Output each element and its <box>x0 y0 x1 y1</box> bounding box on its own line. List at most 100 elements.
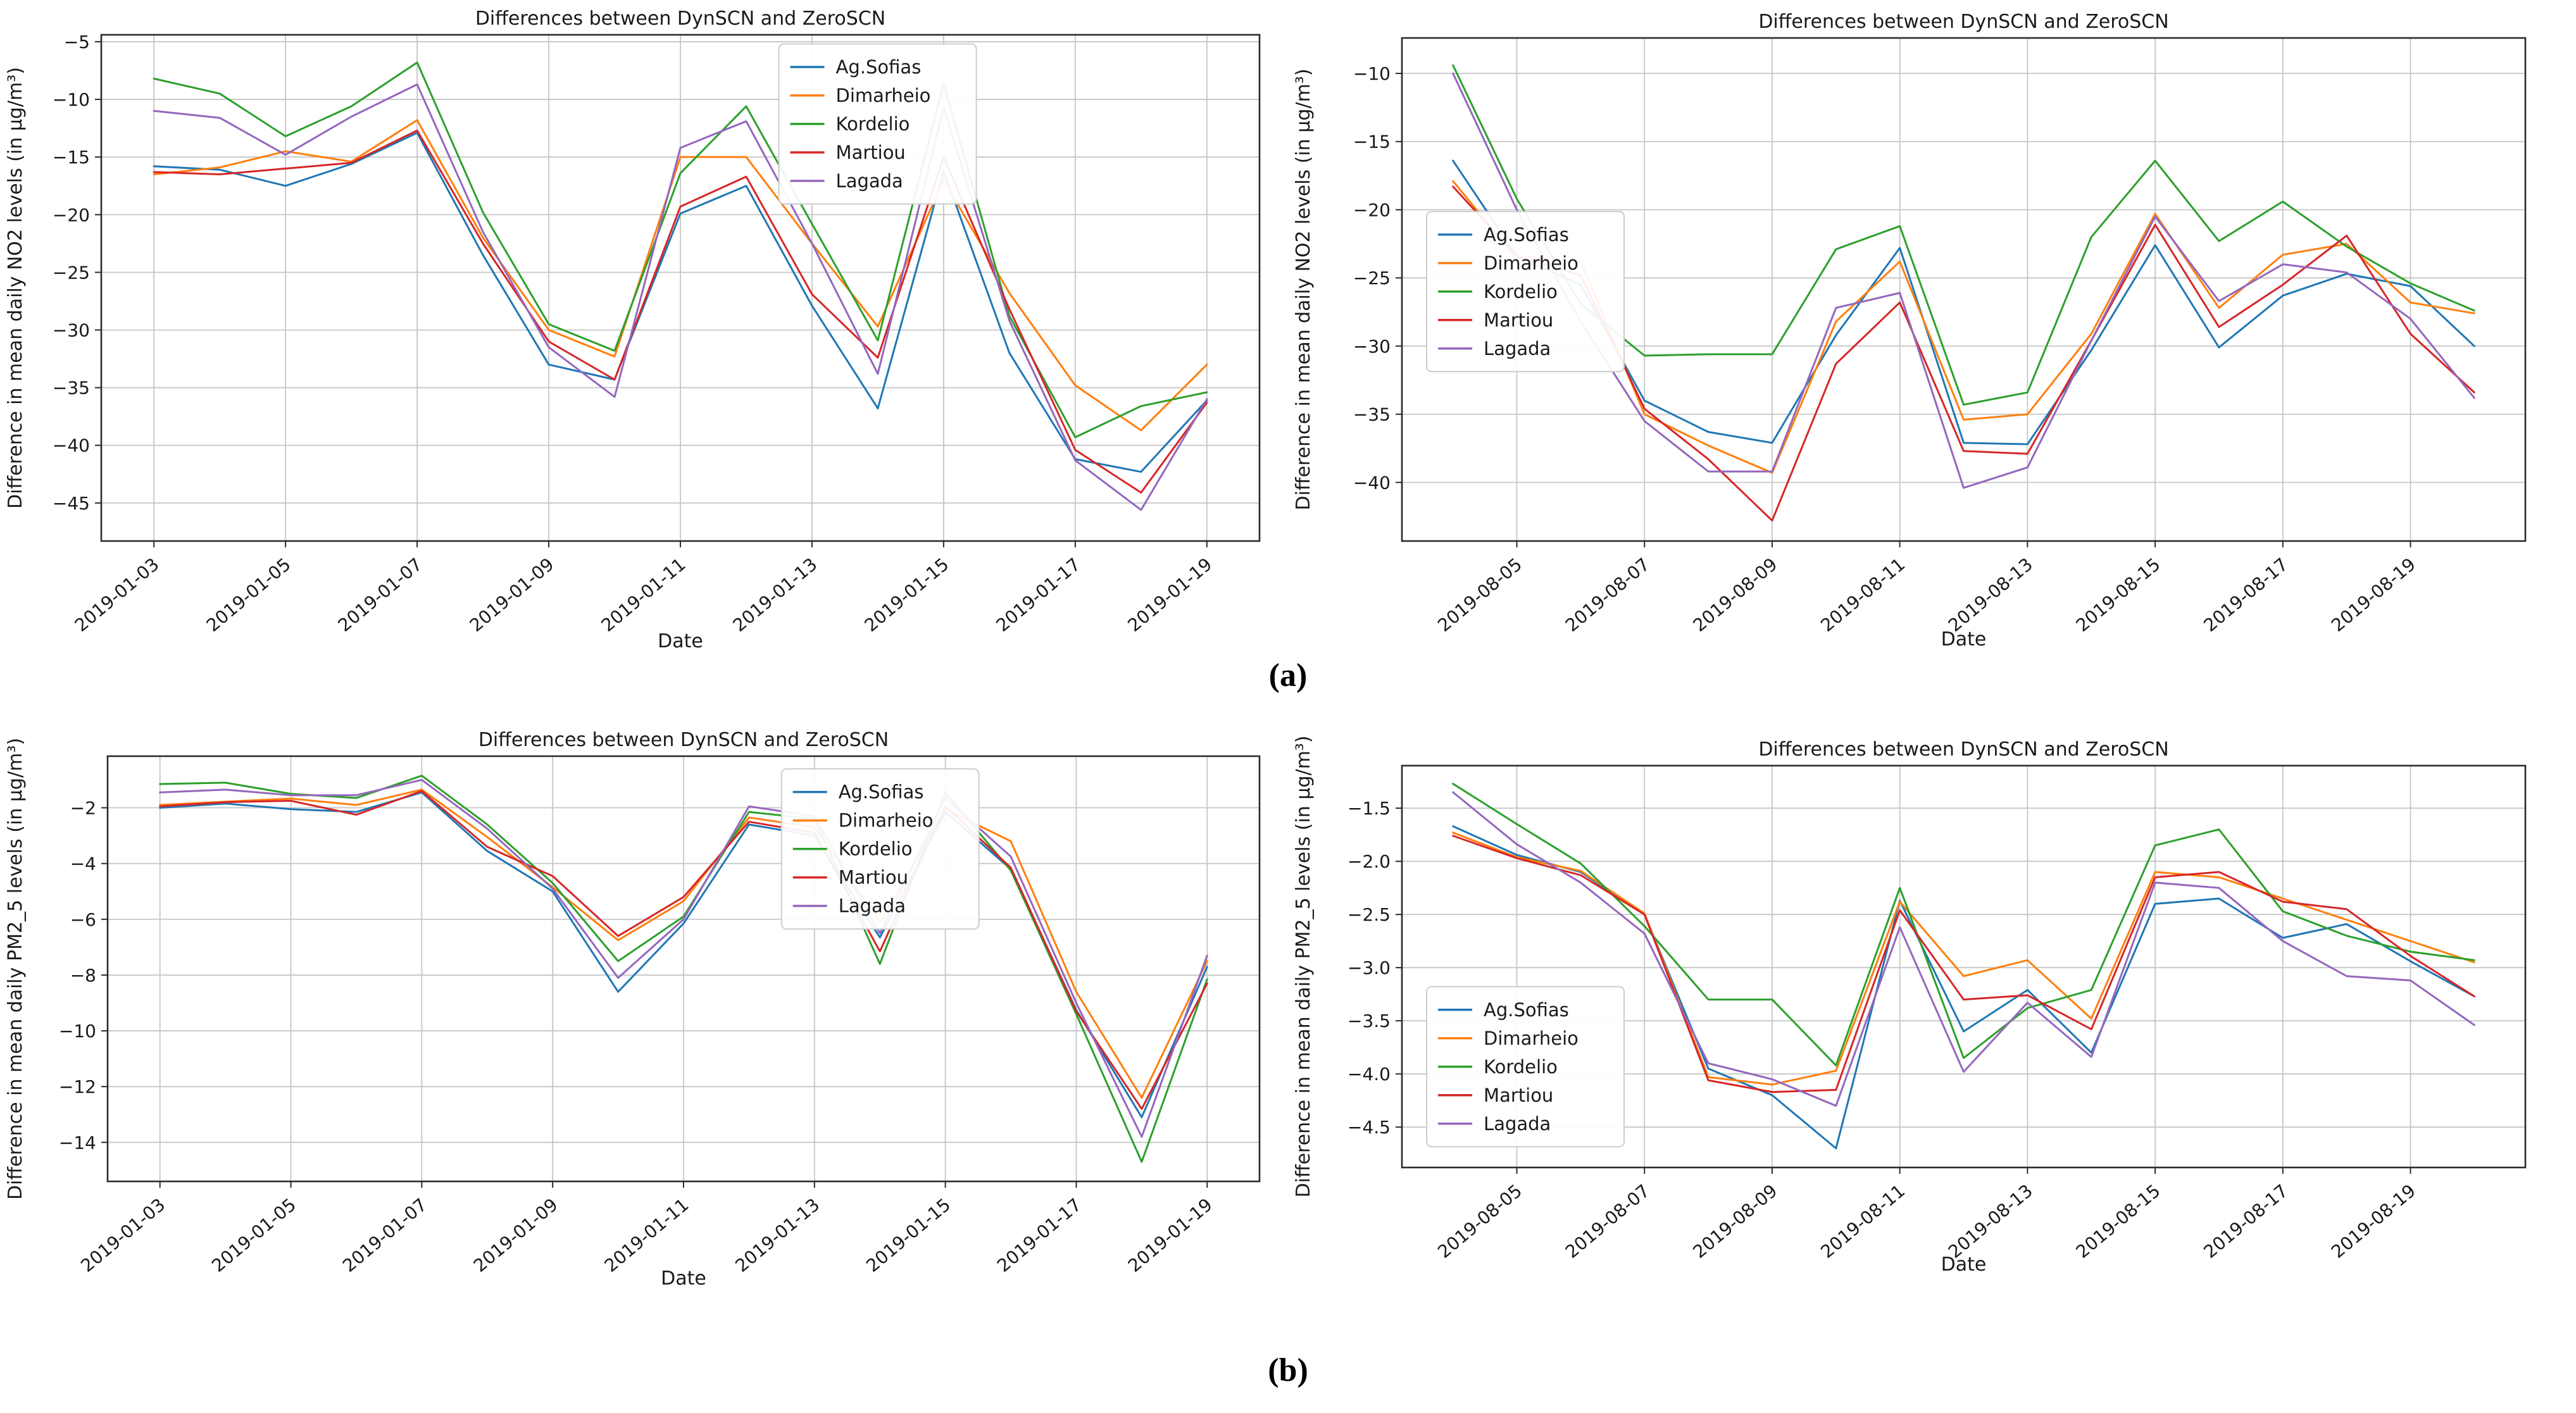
x-tick-label: 2019-01-17 <box>992 554 1084 636</box>
y-tick-labels: −10 −15 −20 −25 −30 −35 −40 <box>1353 63 1391 493</box>
y-tick-label: −30 <box>1353 336 1391 357</box>
legend-label-dimarheio: Dimarheio <box>1484 1028 1579 1049</box>
x-tick-label: 2019-01-11 <box>601 1194 693 1276</box>
x-tick-label: 2019-01-15 <box>862 1194 954 1276</box>
y-tick-label: −2.5 <box>1347 904 1391 925</box>
x-tick-label: 2019-08-07 <box>1561 554 1654 636</box>
x-axis-label: Date <box>661 1267 706 1290</box>
y-tick-label: −6 <box>70 909 96 930</box>
legend-label-kordelio: Kordelio <box>1484 281 1558 302</box>
legend-label-kordelio: Kordelio <box>836 113 910 135</box>
tick-marks <box>101 807 1208 1188</box>
legend-label-lagada: Lagada <box>1484 1113 1551 1135</box>
y-tick-label: −4.5 <box>1347 1117 1391 1138</box>
legend-label-lagada: Lagada <box>1484 338 1551 359</box>
tick-marks <box>95 40 1208 547</box>
legend-label-martiou: Martiou <box>1484 309 1553 331</box>
y-tick-label: −5 <box>64 32 90 53</box>
series-line-lagada <box>153 83 1208 511</box>
y-tick-label: −10 <box>59 1021 96 1042</box>
y-tick-label: −40 <box>1353 472 1391 493</box>
y-tick-label: −3.5 <box>1347 1011 1391 1031</box>
x-tick-label: 2019-08-13 <box>1944 554 2037 636</box>
y-axis-label: Difference in mean daily PM2_5 levels (i… <box>1292 735 1315 1197</box>
x-tick-labels: 2019-01-03 2019-01-05 2019-01-07 2019-01-09… <box>71 554 1216 636</box>
caption-a: (a) <box>1268 657 1308 694</box>
x-tick-label: 2019-08-11 <box>1816 1180 1909 1262</box>
y-tick-label: −20 <box>53 204 90 225</box>
series-line-dimarheio <box>159 788 1208 1099</box>
y-tick-label: −2 <box>70 798 96 819</box>
legend-label-ag-sofias: Ag.Sofias <box>839 781 924 803</box>
x-tick-label: 2019-08-15 <box>2072 554 2165 636</box>
gridlines <box>108 756 1260 1181</box>
x-tick-label: 2019-08-09 <box>1689 1180 1782 1262</box>
y-tick-label: −12 <box>59 1076 96 1097</box>
x-tick-label: 2019-08-19 <box>2327 1180 2420 1262</box>
legend-label-martiou: Martiou <box>1484 1085 1553 1106</box>
y-tick-label: −4 <box>70 854 96 875</box>
legend-label-ag-sofias: Ag.Sofias <box>1484 224 1569 246</box>
x-tick-label: 2019-08-17 <box>2199 554 2292 636</box>
x-tick-label: 2019-01-19 <box>1123 554 1216 636</box>
x-tick-label: 2019-08-11 <box>1816 554 1909 636</box>
y-axis-label: Difference in mean daily NO2 levels (in … <box>1292 68 1315 510</box>
y-tick-label: −25 <box>53 262 90 283</box>
y-tick-label: −45 <box>53 493 90 514</box>
x-tick-label: 2019-08-15 <box>2072 1180 2165 1262</box>
legend-label-dimarheio: Dimarheio <box>836 85 931 106</box>
legend-label-ag-sofias: Ag.Sofias <box>836 56 922 78</box>
legend-box <box>778 43 977 205</box>
x-tick-label: 2019-01-07 <box>334 554 427 636</box>
y-tick-label: −15 <box>53 147 90 168</box>
x-tick-label: 2019-01-09 <box>466 554 558 636</box>
x-tick-label: 2019-01-11 <box>597 554 690 636</box>
legend-label-dimarheio: Dimarheio <box>1484 252 1579 274</box>
series-line-martiou <box>1452 835 2475 1093</box>
x-tick-label: 2019-01-05 <box>203 554 295 636</box>
y-tick-label: −3.0 <box>1347 957 1391 978</box>
chart-no2-august: −10 −15 −20 −25 −30 −35 −40 2019-08-05 2019-08-0… <box>1288 0 2576 696</box>
y-tick-label: −2.0 <box>1347 851 1391 872</box>
x-tick-labels: 2019-01-03 2019-01-05 2019-01-07 2019-01-09… <box>77 1194 1216 1276</box>
series-line-lagada <box>1452 791 2475 1107</box>
x-tick-label: 2019-01-13 <box>729 554 822 636</box>
y-tick-label: −8 <box>70 965 96 986</box>
x-tick-label: 2019-08-19 <box>2327 554 2420 636</box>
series-line-dimarheio <box>1452 831 2475 1086</box>
series-line-kordelio <box>1452 783 2475 1067</box>
y-tick-label: −15 <box>1353 132 1391 153</box>
legend: Ag.Sofias Dimarheio Kordelio Martiou Lagada <box>778 43 977 205</box>
legend-label-martiou: Martiou <box>839 867 908 888</box>
y-axis-label: Difference in mean daily PM2_5 levels (i… <box>4 738 27 1200</box>
y-tick-label: −25 <box>1353 268 1391 289</box>
x-tick-label: 2019-01-09 <box>470 1194 562 1276</box>
chart-pm25-august: −1.5 −2.0 −2.5 −3.0 −3.5 −4.0 −4.5 2019-08-05 20… <box>1288 728 2576 1335</box>
y-tick-label: −20 <box>1353 199 1391 220</box>
legend-label-ag-sofias: Ag.Sofias <box>1484 999 1569 1021</box>
series-line-martiou <box>153 129 1208 494</box>
y-tick-label: −35 <box>53 378 90 399</box>
x-tick-label: 2019-08-07 <box>1561 1180 1654 1262</box>
gridlines <box>101 35 1260 541</box>
y-tick-label: −4.0 <box>1347 1064 1391 1085</box>
x-axis-label: Date <box>1941 1254 1987 1276</box>
y-tick-label: −1.5 <box>1347 798 1391 819</box>
series-line-kordelio <box>159 775 1208 1163</box>
legend-label-lagada: Lagada <box>836 170 903 192</box>
legend-label-kordelio: Kordelio <box>839 838 913 860</box>
tick-marks <box>1396 73 2411 547</box>
x-tick-label: 2019-01-13 <box>731 1194 823 1276</box>
x-axis-label: Date <box>658 630 703 652</box>
y-tick-labels: −2 −4 −6 −8 −10 −12 −14 <box>59 798 96 1154</box>
y-tick-label: −10 <box>1353 63 1391 84</box>
axes-frame <box>1401 37 2527 542</box>
legend-box <box>780 768 980 930</box>
y-tick-labels: −5 −10 −15 −20 −25 −30 −35 −40 −45 <box>53 32 90 514</box>
axes-frame <box>1401 764 2527 1169</box>
chart-title: Differences between DynSCN and ZeroSCN <box>1758 11 2168 33</box>
